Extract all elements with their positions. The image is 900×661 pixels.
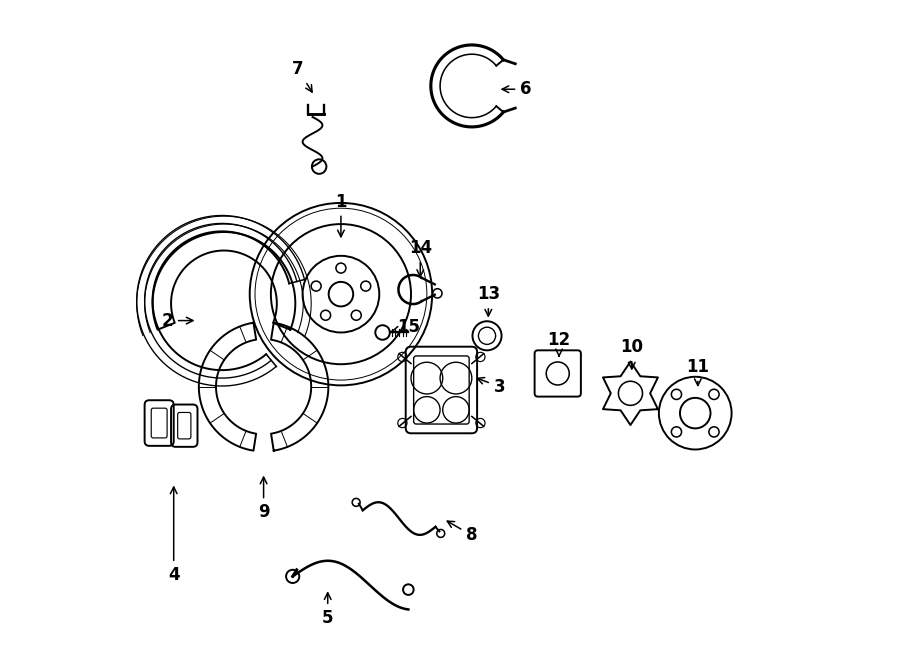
Text: 2: 2	[161, 311, 193, 330]
Text: 3: 3	[477, 377, 506, 396]
Text: 7: 7	[292, 60, 312, 92]
Text: 14: 14	[409, 239, 432, 276]
Text: 6: 6	[502, 80, 532, 98]
Text: 15: 15	[392, 318, 420, 336]
Text: 8: 8	[447, 521, 478, 545]
Text: 4: 4	[168, 487, 179, 584]
Text: 11: 11	[687, 358, 709, 385]
Text: 1: 1	[335, 192, 346, 237]
Text: 12: 12	[547, 331, 571, 356]
Text: 13: 13	[477, 285, 500, 316]
Text: 5: 5	[322, 593, 334, 627]
Text: 10: 10	[620, 338, 643, 369]
Text: 9: 9	[257, 477, 269, 522]
